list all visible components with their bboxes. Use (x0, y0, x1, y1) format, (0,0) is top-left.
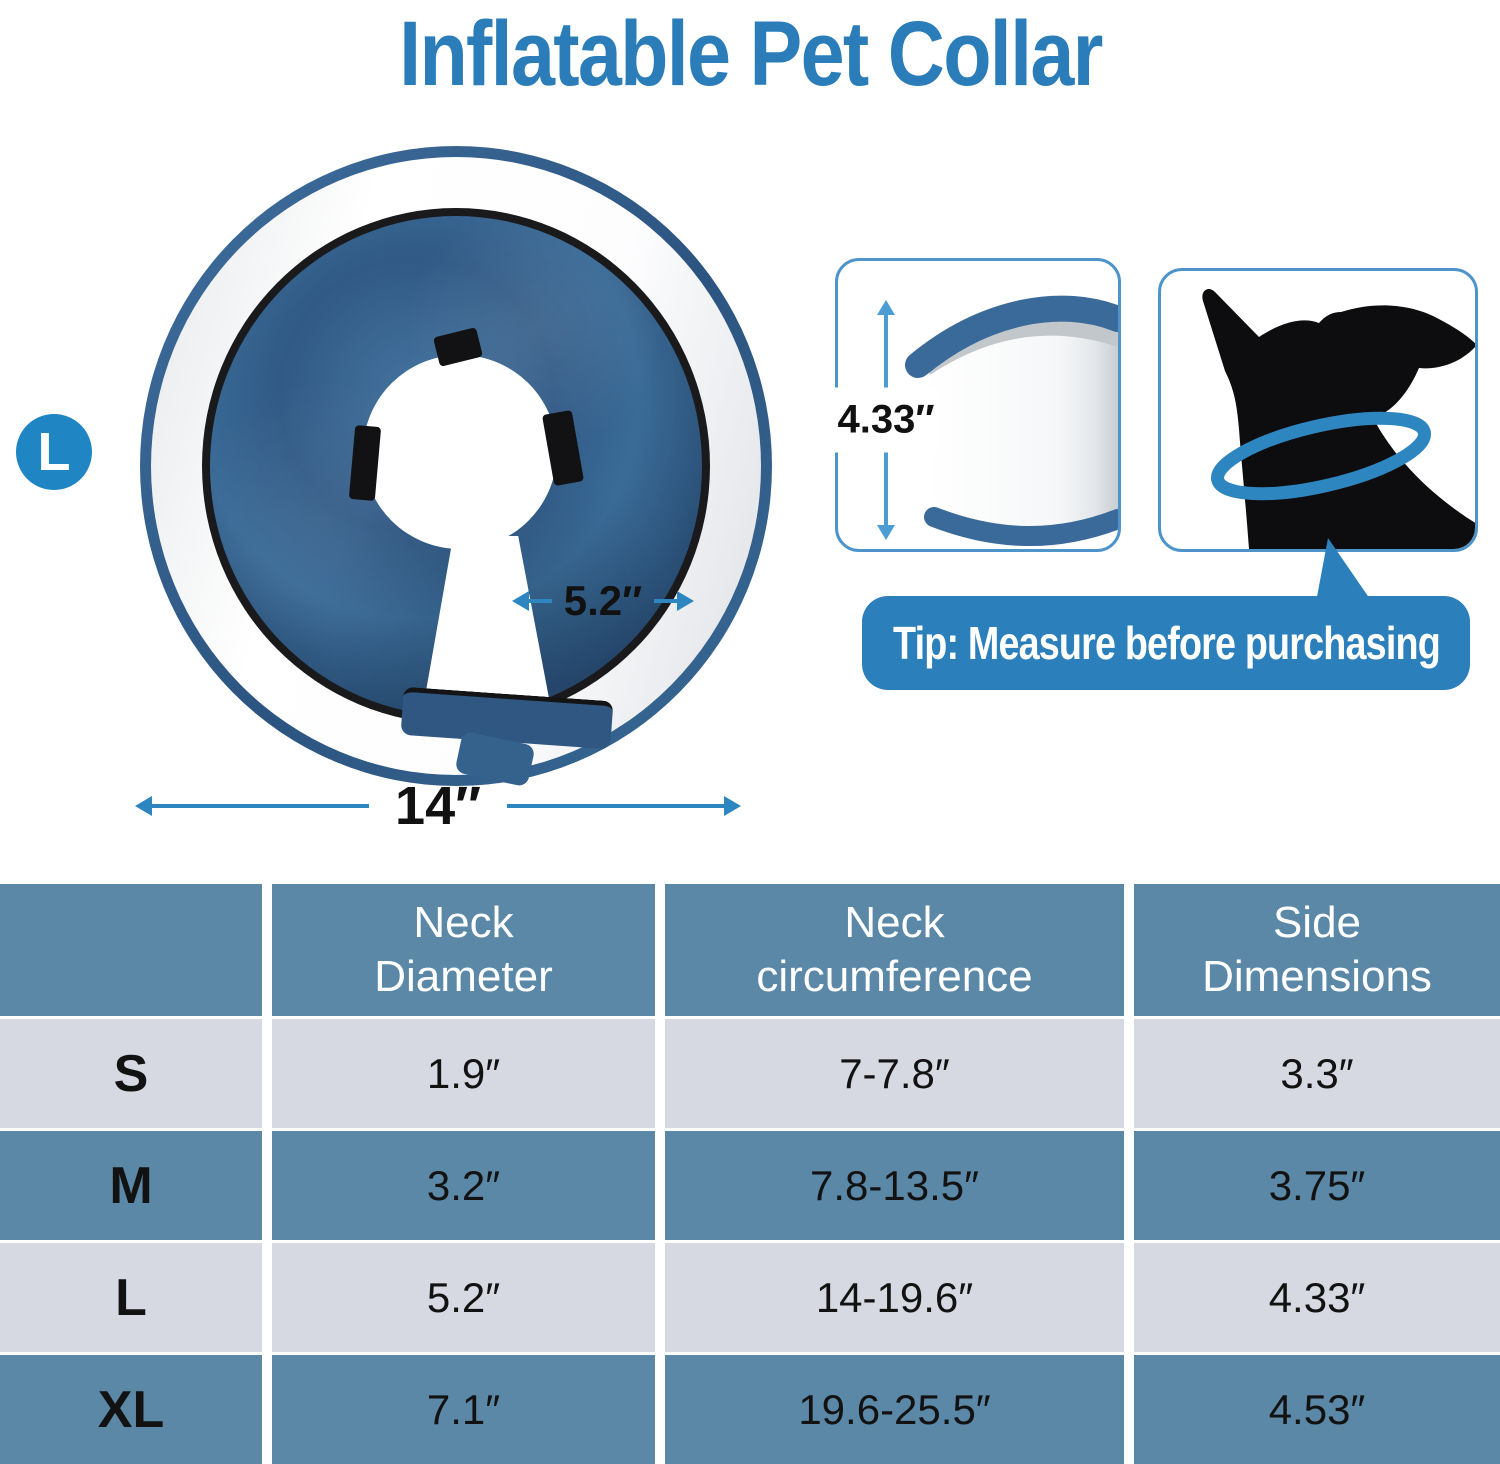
size-badge-label: L (37, 422, 71, 482)
hole-diameter-label: 5.2″ (563, 577, 643, 624)
tip-bubble: Tip: Measure before purchasing (862, 596, 1470, 690)
cell-xl-neck-diameter: 7.1″ (272, 1355, 655, 1464)
header-line: circumference (756, 952, 1033, 1001)
cell-l-neck-circumference: 14-19.6″ (665, 1243, 1124, 1352)
cell-s-side-dimensions: 3.3″ (1134, 1019, 1500, 1128)
dog-silhouette-icon (1202, 289, 1475, 549)
arrow-up-icon (877, 300, 895, 315)
tip-bubble-tail (1316, 538, 1372, 602)
header-line: Side (1272, 898, 1362, 948)
tip-bubble-text: Tip: Measure before purchasing (892, 617, 1441, 669)
size-label-m: M (0, 1131, 262, 1240)
collar-neck-hole (363, 355, 557, 549)
side-height-label: 4.33″ (833, 387, 939, 453)
cell-xl-neck-circumference: 19.6-25.5″ (665, 1355, 1124, 1464)
dimension-line (152, 804, 370, 808)
header-line: Neck (413, 898, 514, 948)
cell-l-side-dimensions: 4.33″ (1134, 1243, 1500, 1352)
size-label-l: L (0, 1243, 262, 1352)
arrow-right-icon (724, 796, 741, 816)
arrow-down-icon (877, 525, 895, 540)
collar-side-photo (905, 295, 1118, 546)
overall-width-annotation: 14″ (135, 774, 741, 838)
cell-m-side-dimensions: 3.75″ (1134, 1131, 1500, 1240)
size-label-s: S (0, 1019, 262, 1128)
table-header-neck-diameter: Neck Diameter (272, 884, 655, 1016)
cell-xl-side-dimensions: 4.53″ (1134, 1355, 1500, 1464)
table-header-neck-circumference: Neck circumference (665, 884, 1124, 1016)
cell-m-neck-circumference: 7.8-13.5″ (665, 1131, 1124, 1240)
size-table: Neck Diameter Neck circumference Side Di… (0, 884, 1500, 1464)
hole-diameter-annotation: 5.2″ (512, 576, 695, 626)
arrow-left-icon (512, 591, 529, 611)
cell-s-neck-diameter: 1.9″ (272, 1019, 655, 1128)
header-line: Neck (844, 898, 945, 948)
side-height-annotation: 4.33″ (833, 300, 939, 540)
collar-front-photo: 5.2″ (140, 146, 772, 788)
overall-width-label: 14″ (395, 776, 481, 836)
table-header-blank (0, 884, 262, 1016)
cell-l-neck-diameter: 5.2″ (272, 1243, 655, 1352)
collar-ring-icon (1210, 411, 1432, 501)
dimension-line (506, 804, 724, 808)
table-header-side-dimensions: Side Dimensions (1134, 884, 1500, 1016)
header-line: Dimensions (1202, 952, 1432, 1001)
cell-m-neck-diameter: 3.2″ (272, 1131, 655, 1240)
page-title: Inflatable Pet Collar (0, 2, 1500, 107)
size-badge: L (16, 414, 92, 490)
dimension-line (529, 599, 552, 603)
arrow-right-icon (677, 591, 695, 611)
dog-measure-panel (1158, 268, 1478, 552)
size-label-xl: XL (0, 1355, 262, 1464)
dimension-line (654, 599, 678, 603)
header-line: Diameter (374, 952, 553, 1001)
cell-s-neck-circumference: 7-7.8″ (665, 1019, 1124, 1128)
arrow-left-icon (135, 796, 152, 816)
page-title-text: Inflatable Pet Collar (398, 3, 1103, 105)
